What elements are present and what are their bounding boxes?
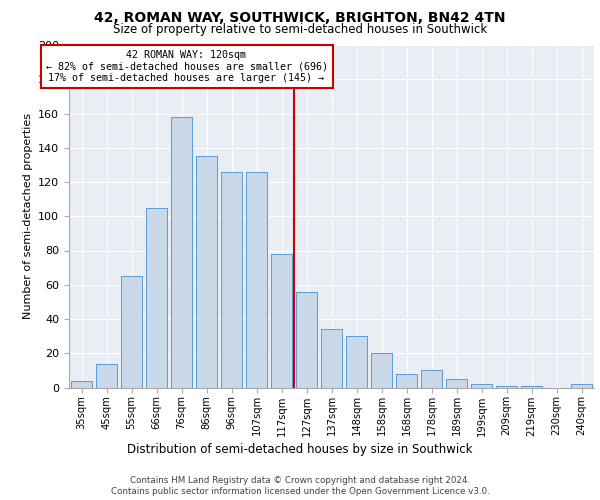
Text: Contains public sector information licensed under the Open Government Licence v3: Contains public sector information licen…: [110, 488, 490, 496]
Bar: [371, 353, 392, 388]
Bar: [296, 292, 317, 388]
Bar: [246, 172, 267, 388]
Bar: [396, 374, 417, 388]
Bar: [496, 386, 517, 388]
Bar: [571, 384, 592, 388]
Bar: [521, 386, 542, 388]
Text: Distribution of semi-detached houses by size in Southwick: Distribution of semi-detached houses by …: [127, 442, 473, 456]
Bar: [96, 364, 117, 388]
Bar: [271, 254, 292, 388]
Bar: [71, 380, 92, 388]
Y-axis label: Number of semi-detached properties: Number of semi-detached properties: [23, 114, 32, 320]
Bar: [171, 117, 192, 388]
Text: Contains HM Land Registry data © Crown copyright and database right 2024.: Contains HM Land Registry data © Crown c…: [130, 476, 470, 485]
Bar: [196, 156, 217, 388]
Bar: [121, 276, 142, 388]
Bar: [146, 208, 167, 388]
Bar: [471, 384, 492, 388]
Text: 42 ROMAN WAY: 120sqm
← 82% of semi-detached houses are smaller (696)
17% of semi: 42 ROMAN WAY: 120sqm ← 82% of semi-detac…: [46, 50, 328, 84]
Bar: [421, 370, 442, 388]
Bar: [221, 172, 242, 388]
Text: Size of property relative to semi-detached houses in Southwick: Size of property relative to semi-detach…: [113, 22, 487, 36]
Bar: [446, 379, 467, 388]
Bar: [321, 330, 342, 388]
Bar: [346, 336, 367, 388]
Text: 42, ROMAN WAY, SOUTHWICK, BRIGHTON, BN42 4TN: 42, ROMAN WAY, SOUTHWICK, BRIGHTON, BN42…: [94, 11, 506, 25]
